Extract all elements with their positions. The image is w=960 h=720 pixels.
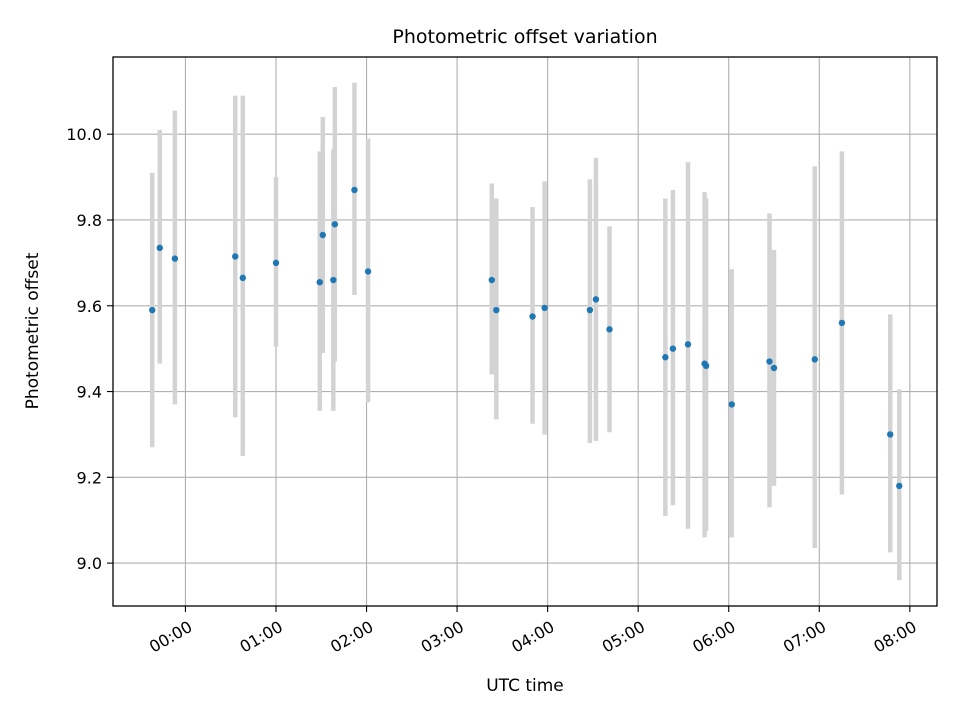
- plot-frame: [112, 56, 938, 607]
- data-point: [702, 362, 710, 370]
- data-point: [171, 255, 179, 262]
- data-point: [364, 268, 372, 275]
- data-point: [541, 304, 548, 312]
- data-point: [838, 319, 846, 327]
- data-point: [232, 253, 239, 260]
- data-point: [669, 345, 677, 352]
- x-axis-label: UTC time: [486, 676, 564, 696]
- data-point: [272, 259, 280, 267]
- y-tick-label: 9.4: [77, 383, 102, 402]
- y-tick-label: 9.2: [77, 468, 102, 487]
- data-point: [606, 326, 613, 333]
- data-point: [887, 431, 894, 438]
- data-point: [351, 186, 358, 194]
- chart-title: Photometric offset variation: [392, 26, 657, 48]
- data-point: [766, 358, 773, 365]
- data-point: [662, 354, 669, 361]
- y-tick-label: 9.0: [77, 554, 102, 573]
- data-point: [331, 221, 339, 228]
- data-point: [728, 401, 735, 408]
- data-points: [149, 186, 903, 490]
- data-point: [330, 276, 337, 284]
- y-tick-label: 9.6: [77, 297, 102, 316]
- data-point: [156, 244, 163, 252]
- data-point: [239, 274, 246, 282]
- data-point: [684, 341, 692, 348]
- y-axis-label: Photometric offset: [23, 252, 43, 409]
- data-point: [488, 276, 495, 284]
- data-point: [770, 364, 778, 372]
- y-tick-label: 9.8: [77, 211, 102, 230]
- data-point: [592, 296, 600, 303]
- data-point: [896, 482, 903, 490]
- data-point: [529, 313, 536, 320]
- data-point: [149, 306, 156, 314]
- y-axis: 9.0 9.2 9.4 9.6 9.8 10.0: [66, 125, 113, 573]
- y-tick-label: 10.0: [66, 125, 102, 144]
- data-point: [586, 306, 594, 314]
- data-point: [493, 306, 500, 314]
- data-point: [319, 231, 326, 239]
- data-point: [811, 356, 818, 363]
- data-point: [316, 278, 323, 286]
